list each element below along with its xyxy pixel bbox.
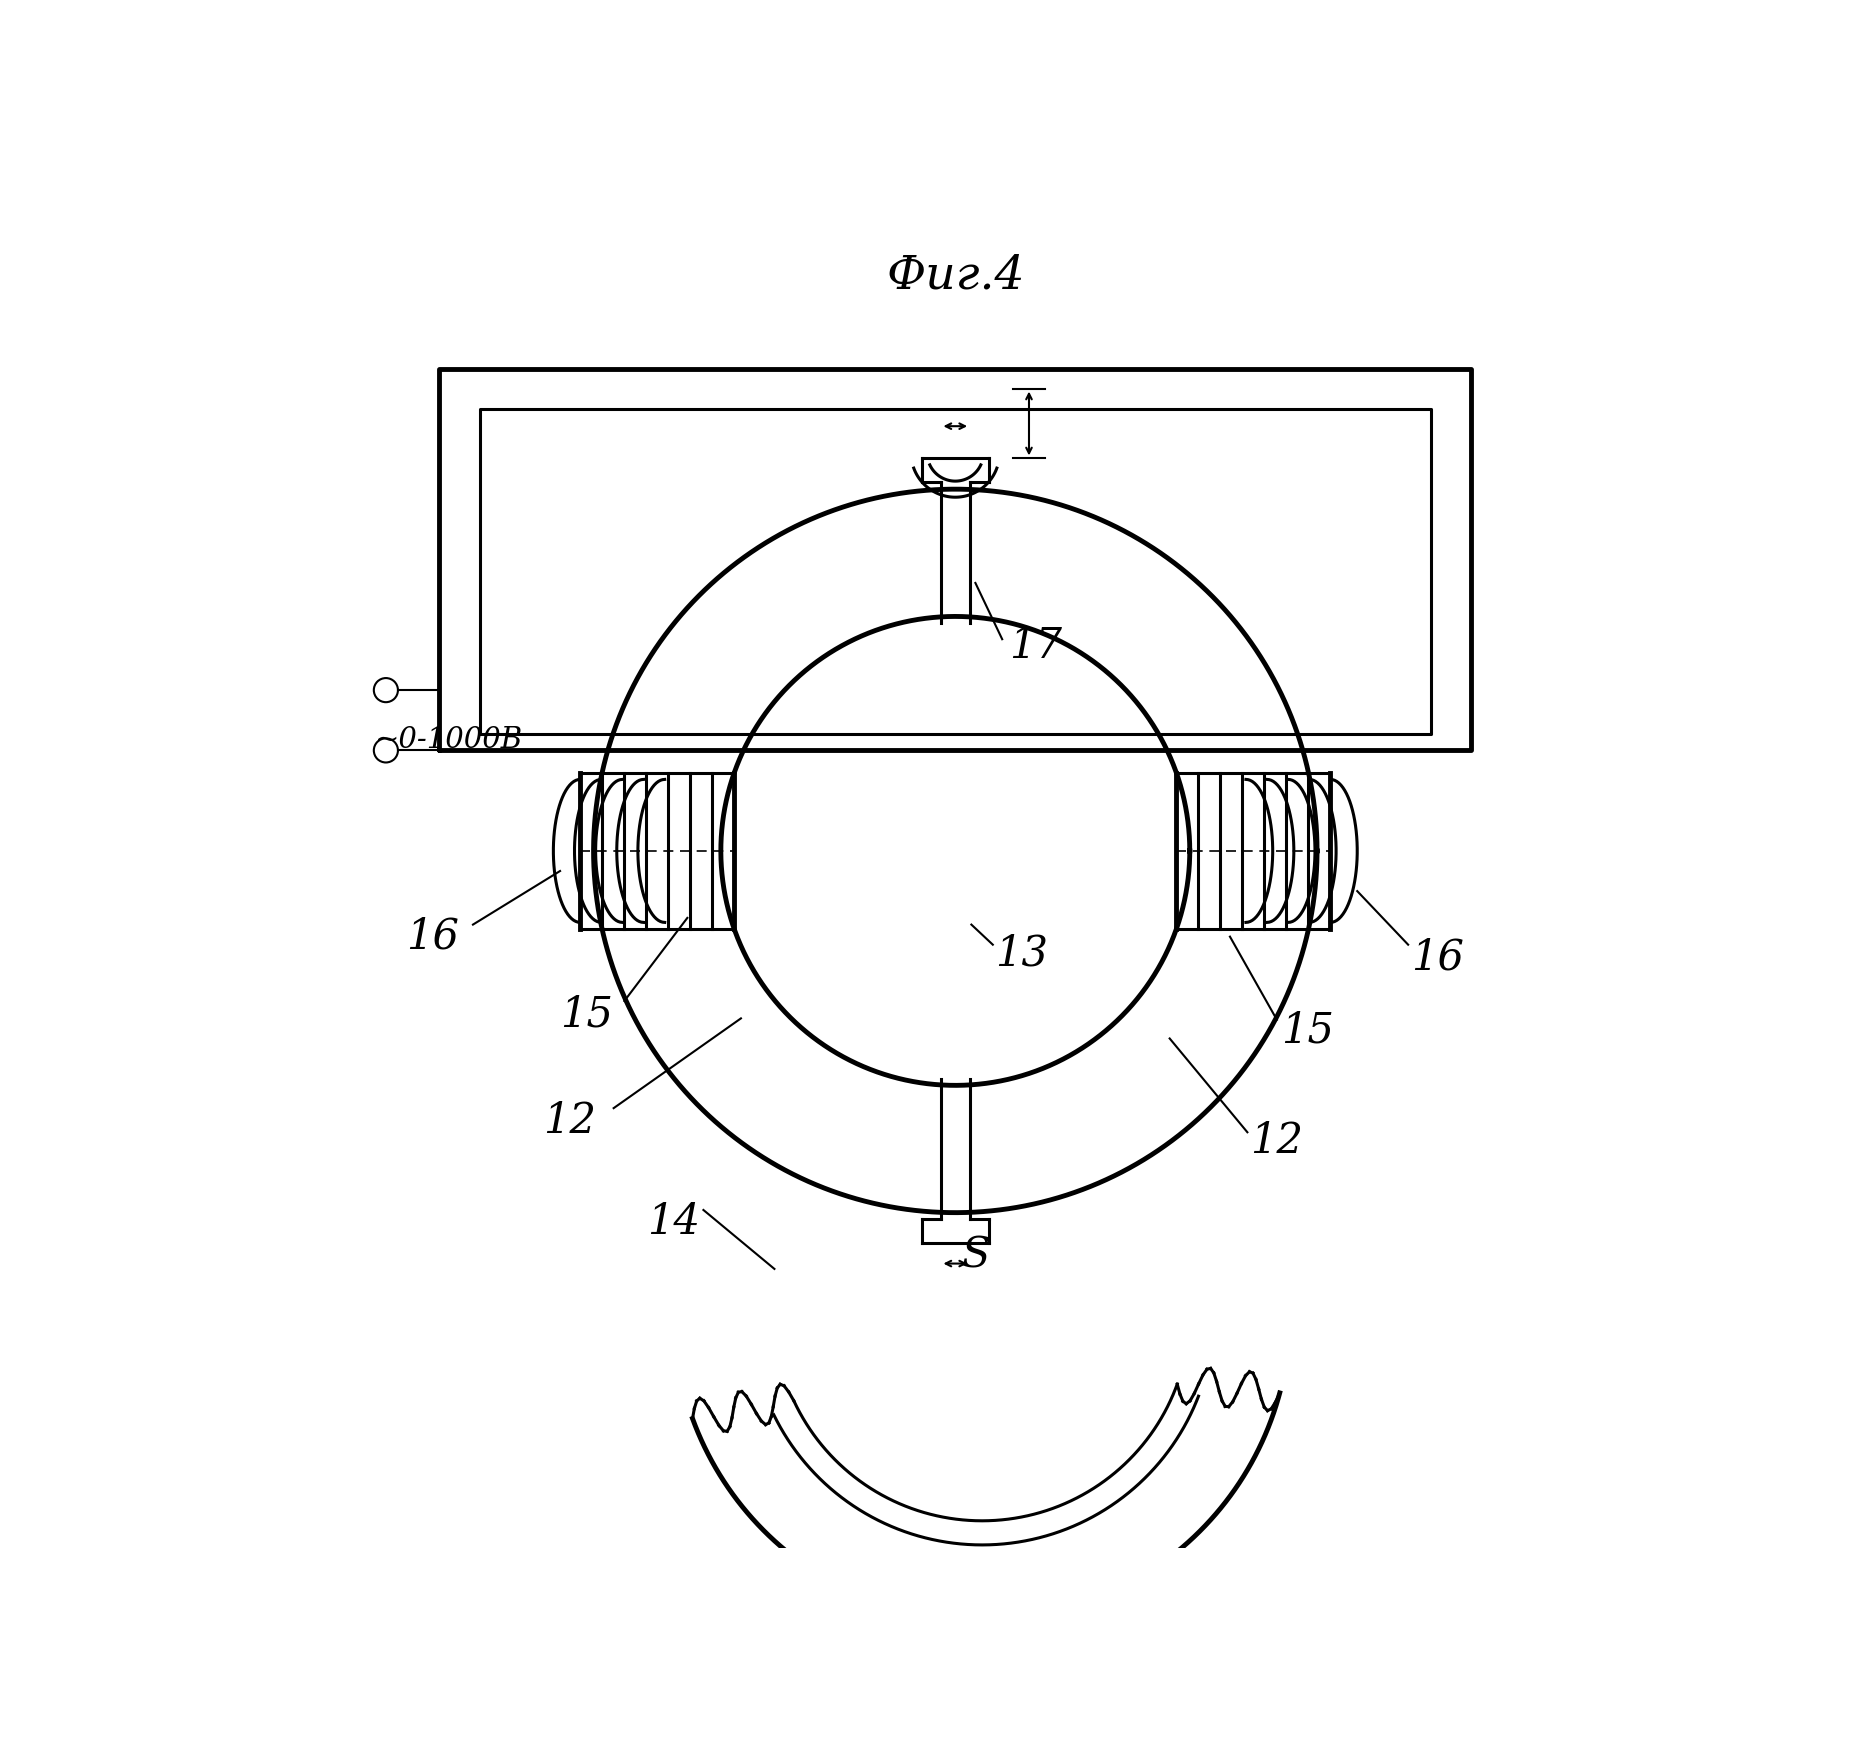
Text: 14: 14 <box>647 1200 701 1242</box>
Text: 15: 15 <box>559 993 613 1035</box>
Text: 12: 12 <box>1251 1120 1303 1162</box>
Text: 13: 13 <box>995 932 1048 974</box>
Text: S: S <box>962 1233 990 1275</box>
Text: 16: 16 <box>406 915 459 956</box>
Text: 17: 17 <box>1008 624 1062 666</box>
Text: 15: 15 <box>1281 1009 1335 1050</box>
Text: Фиг.4: Фиг.4 <box>885 252 1025 299</box>
Text: 16: 16 <box>1411 936 1463 979</box>
Text: 12: 12 <box>542 1099 596 1141</box>
Text: ~0-1000В: ~0-1000В <box>375 725 524 753</box>
